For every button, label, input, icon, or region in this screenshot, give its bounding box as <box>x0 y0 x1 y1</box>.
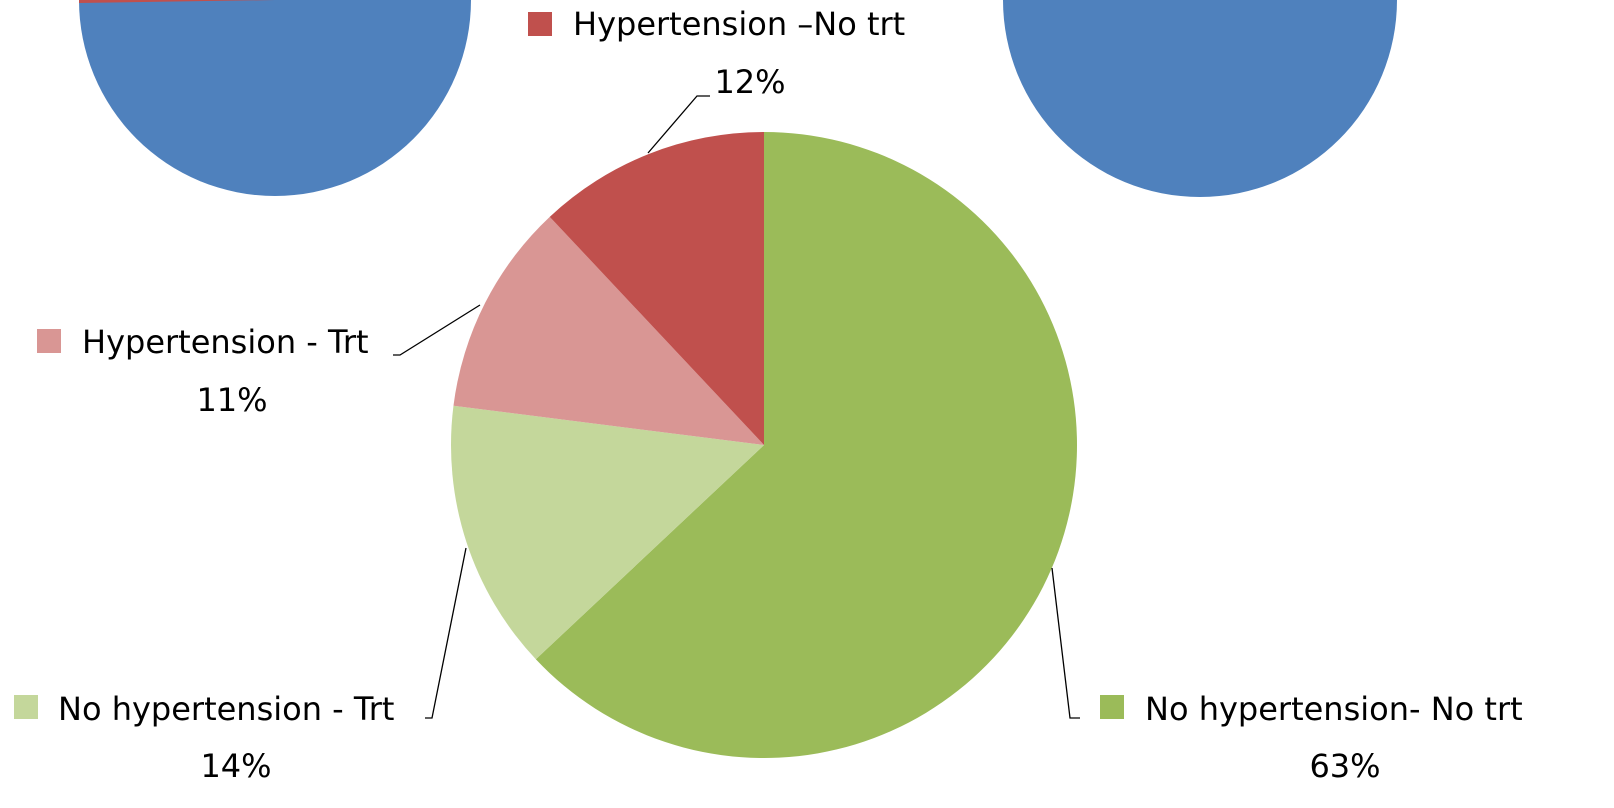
pie-slice <box>451 405 764 660</box>
legend-key <box>37 329 61 353</box>
leader-line <box>1051 567 1080 719</box>
slice-label: No hypertension - Trt <box>58 690 394 728</box>
slice-label: Hypertension - Trt <box>82 323 369 361</box>
legend-key <box>1100 695 1124 719</box>
cropped-pie-right <box>1003 0 1397 197</box>
leader-line <box>425 547 467 719</box>
value-label: 12% <box>714 63 785 101</box>
leader-line <box>647 95 710 154</box>
leader-line <box>393 304 481 356</box>
cropped-pie-left-sliver <box>79 0 275 3</box>
slice-label: No hypertension- No trt <box>1145 690 1523 728</box>
cropped-pie-left <box>79 0 471 196</box>
value-label: 14% <box>200 747 271 785</box>
slice-label: Hypertension –No trt <box>573 5 905 43</box>
pie-slice <box>549 132 764 445</box>
pie-slice <box>453 216 764 445</box>
value-label: 11% <box>196 381 267 419</box>
pie-slice <box>535 132 1078 758</box>
value-label: 63% <box>1309 747 1380 785</box>
legend-key <box>528 12 552 36</box>
legend-key <box>14 695 38 719</box>
